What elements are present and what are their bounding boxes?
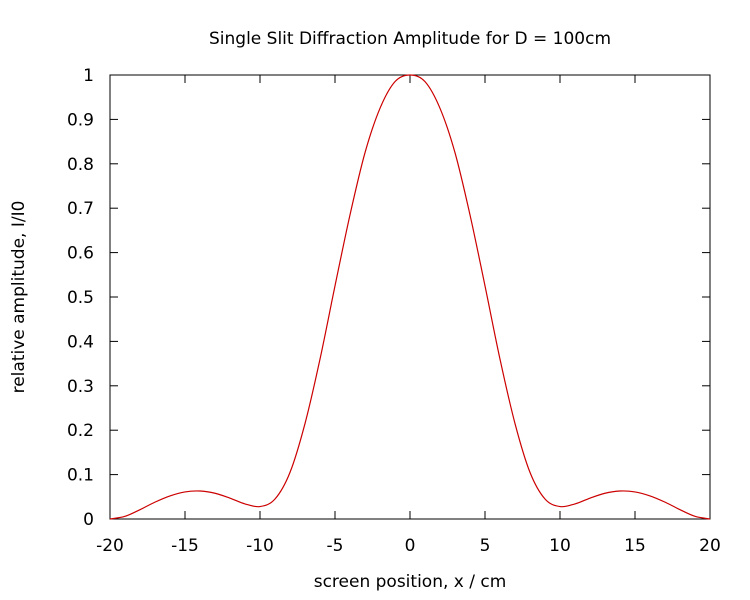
x-tick-label: 10 <box>549 536 571 556</box>
y-tick-label: 0.4 <box>67 332 94 352</box>
x-tick-label: 15 <box>624 536 646 556</box>
y-tick-label: 0.2 <box>67 421 94 441</box>
y-tick-label: 0.6 <box>67 244 94 264</box>
x-tick-label: -5 <box>327 536 344 556</box>
y-axis: 0 0.1 0.2 0.3 0.4 0.5 0.6 0.7 0.8 0.9 1 <box>67 66 710 530</box>
series-line <box>109 74 711 520</box>
y-tick-label: 0.7 <box>67 199 94 219</box>
x-tick-label: 20 <box>699 536 721 556</box>
x-axis: -20 -15 -10 -5 0 5 10 15 20 <box>96 75 721 556</box>
x-axis-label: screen position, x / cm <box>314 572 507 592</box>
y-tick-label: 0.3 <box>67 377 94 397</box>
y-tick-label: 0.5 <box>67 288 94 308</box>
y-tick-label: 1 <box>83 66 94 86</box>
x-tick-label: -15 <box>171 536 199 556</box>
chart-title: Single Slit Diffraction Amplitude for D … <box>209 29 611 49</box>
y-tick-label: 0.9 <box>67 110 94 130</box>
y-tick-label: 0 <box>83 510 94 530</box>
x-tick-label: 0 <box>405 536 416 556</box>
x-tick-label: -10 <box>246 536 274 556</box>
y-tick-label: 0.8 <box>67 155 94 175</box>
y-axis-label: relative amplitude, I/I0 <box>9 201 29 394</box>
x-tick-label: -20 <box>96 536 124 556</box>
x-tick-label: 5 <box>480 536 491 556</box>
y-tick-label: 0.1 <box>67 466 94 486</box>
plot-frame <box>109 74 711 520</box>
